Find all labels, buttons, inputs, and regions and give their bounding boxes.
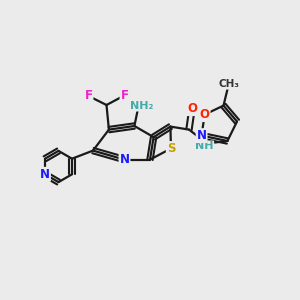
Text: O: O — [187, 102, 197, 115]
Text: CH₃: CH₃ — [219, 79, 240, 89]
Text: S: S — [167, 142, 175, 155]
Text: F: F — [121, 89, 128, 102]
Text: O: O — [200, 108, 210, 121]
Text: N: N — [119, 153, 130, 166]
Text: NH: NH — [195, 141, 213, 152]
Text: NH₂: NH₂ — [130, 100, 153, 111]
Text: N: N — [40, 168, 50, 181]
Text: N: N — [196, 129, 207, 142]
Text: F: F — [85, 89, 92, 103]
